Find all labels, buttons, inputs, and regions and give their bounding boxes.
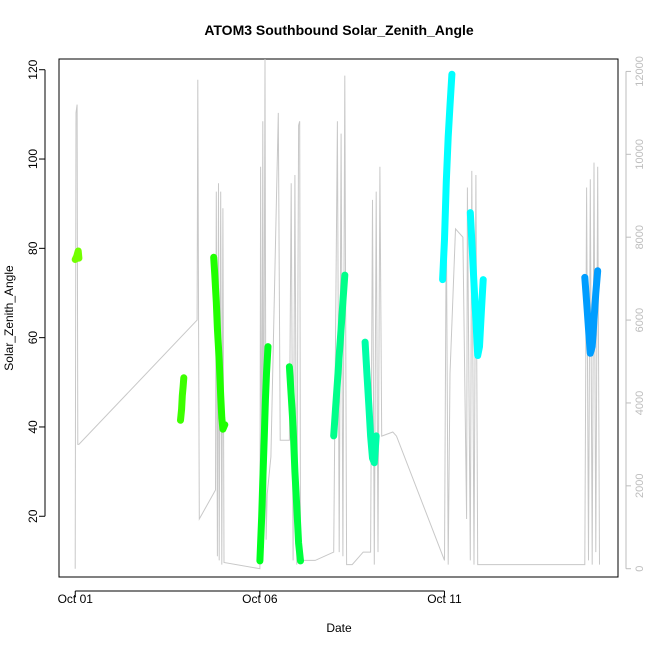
altitude-line — [74, 58, 600, 570]
y2-tick-label: 2000 — [634, 474, 646, 498]
series-segment-9 — [466, 209, 487, 359]
y-tick-label: 60 — [26, 331, 40, 345]
y2-tick-label: 4000 — [634, 391, 646, 415]
y-tick-label: 80 — [26, 241, 40, 255]
x-tick-label: Oct 01 — [58, 592, 94, 606]
y-axis-label: Solar_Zenith_Angle — [2, 265, 16, 371]
series-layer — [71, 70, 602, 565]
x-tick-label: Oct 11 — [427, 592, 462, 606]
x-axis-label: Date — [326, 621, 352, 635]
y-tick-label: 100 — [26, 149, 40, 169]
plot-area-frame — [58, 58, 619, 578]
series-segment-6 — [330, 271, 349, 440]
y-tick-label: 120 — [26, 59, 40, 79]
y-tick-label: 40 — [26, 420, 40, 434]
series-segment-5 — [285, 363, 304, 565]
series-segment-4 — [256, 343, 272, 565]
y2-tick-label: 10000 — [634, 139, 646, 170]
y2-tick-label: 12000 — [634, 56, 646, 87]
y2-tick-label: 8000 — [634, 225, 646, 249]
series-segment-8 — [439, 70, 456, 284]
axes-layer: 20 40 60 80 100 120 0 2000 4000 6000 8000 10000 1200… — [26, 56, 646, 606]
y2-tick-label: 6000 — [634, 308, 646, 332]
series-segment-7 — [361, 338, 380, 467]
altitude-trace-layer — [74, 58, 600, 570]
series-segment-1 — [71, 247, 83, 263]
y2-tick-label: 0 — [634, 566, 646, 572]
series-segment-3 — [210, 253, 229, 433]
series-segment-2 — [177, 374, 188, 424]
chart-title: ATOM3 Southbound Solar_Zenith_Angle — [204, 22, 474, 38]
series-segment-10 — [581, 267, 602, 357]
x-tick-label: Oct 06 — [242, 592, 278, 606]
y-tick-label: 20 — [26, 509, 40, 523]
